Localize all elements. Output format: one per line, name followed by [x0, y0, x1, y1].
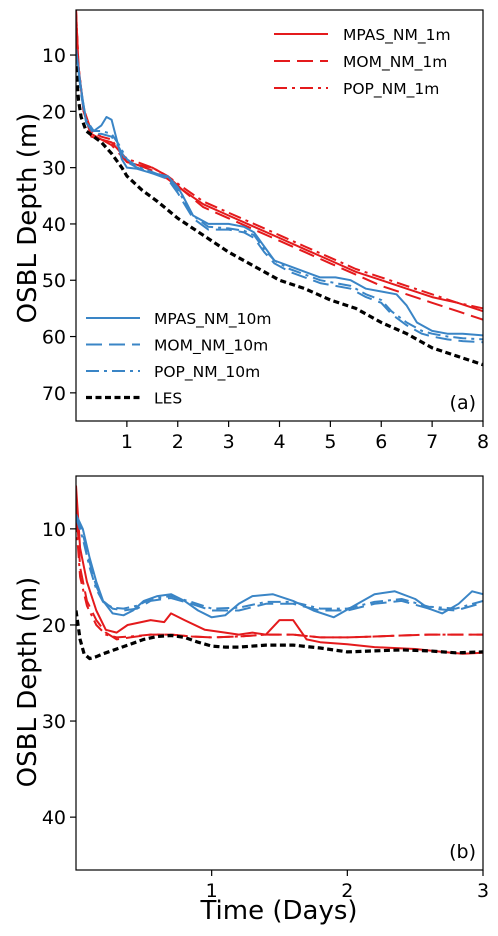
panel-a-series-mpas-nm-1m: [76, 10, 483, 313]
panel-a-series-les: [76, 66, 483, 367]
panel-a-ytick-label: 20: [42, 101, 66, 123]
panel-a-xtick-label: 5: [324, 431, 336, 453]
panel-b-y-ticks: 10 20 30 40: [42, 519, 76, 829]
panel-a-ytick-label: 30: [42, 158, 66, 180]
panel-a: OSBL Depth (m) 10 20 30 40 50 60 70 1 2 3 4 5 6 7 8 M…: [13, 9, 489, 453]
panel-b-ytick-label: 20: [42, 615, 66, 637]
panel-a-xtick-label: 8: [477, 431, 489, 453]
panel-a-xtick-label: 7: [426, 431, 438, 453]
legend-label-mpas-nm-10m: MPAS_NM_10m: [154, 310, 271, 329]
panel-a-ylabel: OSBL Depth (m): [13, 113, 43, 324]
panel-b-series-mom-nm-1m: [76, 499, 483, 641]
panel-a-series-pop-nm-10m: [76, 49, 483, 341]
panel-b-xlabel: Time (Days): [199, 896, 357, 926]
legend-label-pop-nm-1m: POP_NM_1m: [343, 80, 439, 99]
panel-a-xtick-label: 2: [172, 431, 184, 453]
legend-label-mom-nm-1m: MOM_NM_1m: [343, 53, 447, 72]
panel-b-xtick-label: 3: [477, 880, 489, 902]
panel-b-x-ticks: 1 2 3: [206, 870, 489, 902]
panel-a-frame: [75, 9, 484, 422]
panel-b-series: [76, 485, 483, 661]
panel-b-ytick-label: 40: [42, 807, 66, 829]
panel-b-ylabel: OSBL Depth (m): [13, 577, 43, 788]
panel-a-xtick-label: 3: [223, 431, 235, 453]
panel-b-xtick-label: 1: [206, 880, 218, 902]
panel-b-tag: (b): [449, 841, 476, 863]
legend-label-les: LES: [154, 390, 182, 408]
panel-b-series-pop-nm-1m: [76, 519, 483, 639]
legend-label-pop-nm-10m: POP_NM_10m: [154, 363, 260, 382]
panel-a-ytick-label: 50: [42, 270, 66, 292]
legend-label-mpas-nm-1m: MPAS_NM_1m: [343, 26, 451, 45]
panel-a-tag: (a): [450, 392, 476, 414]
panel-a-xtick-label: 4: [273, 431, 285, 453]
panel-b-xtick-label: 2: [341, 880, 353, 902]
panel-a-xtick-label: 6: [375, 431, 387, 453]
panel-b: OSBL Depth (m) 10 20 30 40 1 2 3 (b) Time (Da…: [13, 475, 489, 926]
panel-a-series-pop-nm-1m: [76, 10, 483, 310]
legend-label-mom-nm-10m: MOM_NM_10m: [154, 337, 268, 356]
panel-b-ytick-label: 10: [42, 519, 66, 541]
panel-a-ytick-label: 60: [42, 327, 66, 349]
panel-b-ytick-label: 30: [42, 711, 66, 733]
panel-a-y-ticks: 10 20 30 40 50 60 70: [42, 45, 76, 405]
panel-a-ytick-label: 10: [42, 45, 66, 67]
panel-a-legend-bottom: MPAS_NM_10m MOM_NM_10m POP_NM_10m LES: [86, 310, 271, 408]
panel-a-legend-top: MPAS_NM_1m MOM_NM_1m POP_NM_1m: [274, 26, 451, 99]
panel-b-series-mpas-nm-10m: [76, 513, 483, 619]
panel-b-series-mpas-nm-1m: [76, 485, 483, 655]
panel-a-series-mpas-nm-10m: [76, 49, 483, 337]
panel-a-ytick-label: 40: [42, 214, 66, 236]
panel-b-frame: [75, 475, 484, 871]
panel-a-series: [76, 10, 483, 367]
panel-a-x-ticks: 1 2 3 4 5 6 7 8: [121, 421, 489, 453]
panel-a-series-mom-nm-10m: [76, 49, 483, 344]
panel-b-series-les: [76, 610, 483, 661]
panel-b-series-pop-nm-10m: [76, 516, 483, 610]
panel-a-ytick-label: 70: [42, 383, 66, 405]
panel-a-xtick-label: 1: [121, 431, 133, 453]
panel-a-series-mom-nm-1m: [76, 10, 483, 321]
